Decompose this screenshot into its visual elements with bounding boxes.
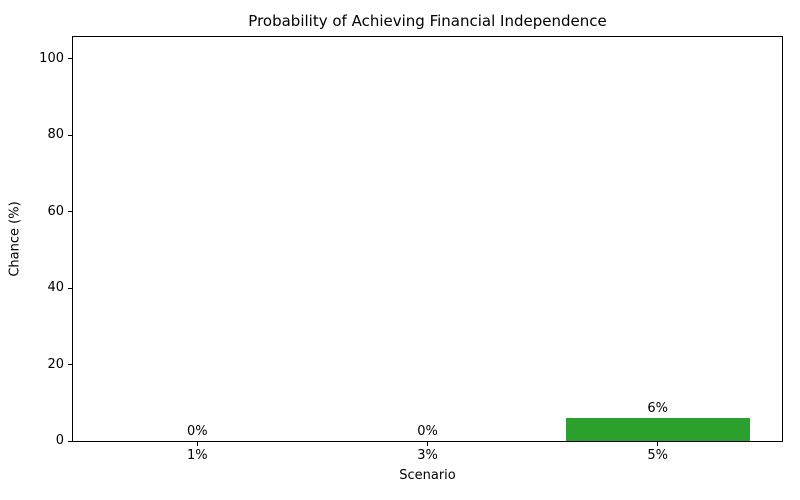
- y-tick-label: 60: [47, 203, 64, 219]
- y-tick-label: 40: [47, 280, 64, 296]
- bar: [565, 418, 750, 441]
- x-axis-label: Scenario: [399, 468, 456, 483]
- x-tick-label: 5%: [647, 448, 668, 463]
- y-tick-label: 0: [55, 433, 64, 448]
- y-tick-mark: [68, 287, 72, 289]
- y-tick-label: 80: [47, 127, 64, 143]
- y-tick-mark: [68, 211, 72, 213]
- bar-value-label: 0%: [186, 424, 208, 439]
- plot-area: 0% 0% 6%: [72, 36, 783, 442]
- bar-value-label: 0%: [417, 424, 438, 439]
- x-tick-label: 1%: [186, 448, 208, 463]
- y-tick-label: 20: [47, 356, 64, 372]
- y-tick-mark: [68, 58, 72, 60]
- y-tick-mark: [68, 134, 72, 136]
- x-tick-mark: [657, 442, 659, 446]
- x-tick-label: 3%: [417, 448, 438, 463]
- chart-title: Probability of Achieving Financial Indep…: [248, 12, 607, 30]
- x-tick-mark: [427, 442, 428, 446]
- x-tick-mark: [196, 442, 198, 446]
- y-tick-label: 100: [39, 50, 64, 66]
- y-tick-mark: [68, 440, 72, 442]
- y-tick-mark: [68, 364, 72, 366]
- bar-value-label: 6%: [647, 401, 668, 417]
